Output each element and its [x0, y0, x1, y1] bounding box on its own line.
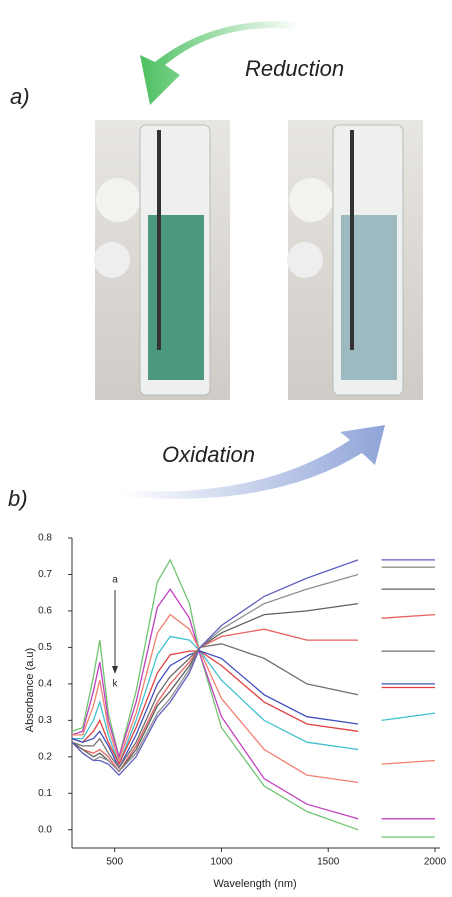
annotation-arrowhead [112, 666, 118, 674]
panel-label: b) [8, 486, 28, 511]
y-tick-label: 0.6 [38, 606, 52, 617]
data-line [72, 613, 436, 784]
data-line [71, 643, 435, 769]
annotation: a [112, 575, 118, 586]
y-tick-label: 0.8 [38, 533, 52, 544]
data-line [71, 559, 435, 777]
x-tick-label: 1000 [210, 857, 233, 868]
panel-label: a) [10, 84, 30, 109]
x-tick-label: 2000 [424, 857, 447, 868]
x-tick-label: 500 [106, 857, 123, 868]
data-line [71, 613, 436, 773]
data-line [71, 650, 435, 766]
y-tick-label: 0.5 [38, 642, 52, 653]
y-tick-label: 0.2 [38, 751, 52, 762]
y-tick-label: 0.0 [38, 824, 52, 835]
annotation: k [113, 679, 119, 690]
y-tick-label: 0.7 [38, 569, 52, 580]
oxidation-label: Oxidation [162, 442, 255, 467]
reduction-arrow [140, 21, 300, 105]
data-line [71, 558, 435, 838]
photo-oxidized [287, 120, 423, 400]
y-tick-label: 0.1 [38, 788, 52, 799]
data-line [71, 650, 435, 770]
data-line [71, 588, 435, 773]
photo-reduced [94, 120, 230, 400]
data-line [71, 587, 435, 820]
y-axis-title: Absorbance (a.u) [24, 648, 36, 732]
x-axis-title: Wavelength (nm) [213, 878, 296, 890]
data-line [71, 566, 435, 773]
data-line [72, 635, 436, 766]
oxidation-arrow [120, 425, 385, 499]
reduction-label: Reduction [245, 56, 344, 81]
plot: Absorbance (a.u) Wavelength (nm) a k [24, 538, 440, 890]
y-tick-label: 0.4 [38, 679, 52, 690]
x-tick-label: 1500 [317, 857, 340, 868]
y-tick-label: 0.3 [38, 715, 52, 726]
